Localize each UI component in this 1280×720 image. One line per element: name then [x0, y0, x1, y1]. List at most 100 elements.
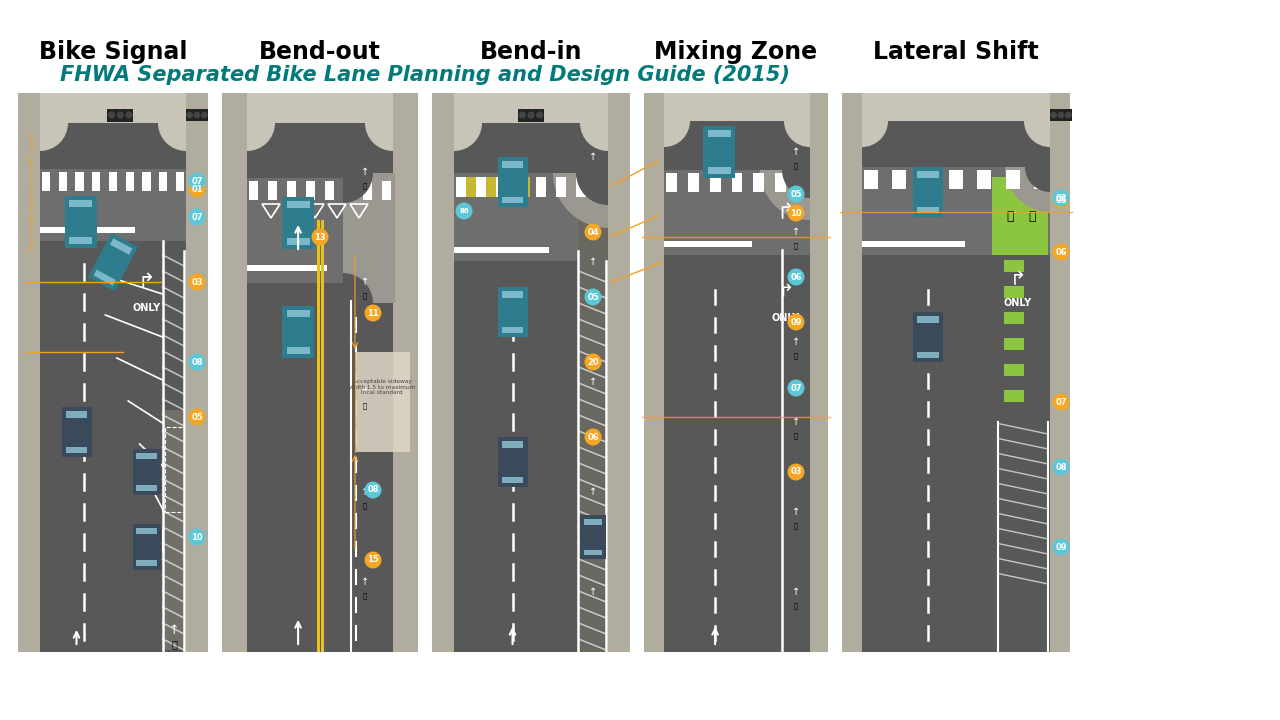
Text: Bend-out: Bend-out [259, 40, 381, 64]
Bar [732, 173, 742, 192]
Bar [1004, 364, 1024, 376]
Text: Bike Signal: Bike Signal [38, 40, 187, 64]
Text: 🚲: 🚲 [1006, 210, 1014, 222]
Circle shape [585, 289, 602, 305]
Bar [175, 172, 184, 191]
Wedge shape [576, 173, 608, 205]
Circle shape [188, 408, 206, 426]
Bar [247, 178, 393, 283]
Bar [1050, 109, 1071, 121]
Wedge shape [553, 173, 608, 228]
Text: ↑: ↑ [589, 152, 596, 162]
Text: Bend-in: Bend-in [480, 40, 582, 64]
Text: 05: 05 [191, 413, 202, 421]
Text: Lateral Shift: Lateral Shift [873, 40, 1039, 64]
Text: 09: 09 [1055, 542, 1066, 552]
Text: ↑: ↑ [169, 624, 179, 636]
Circle shape [1052, 189, 1070, 207]
Bar [497, 177, 506, 197]
Wedge shape [664, 121, 690, 147]
Text: Taper length depends on traffic speed: Taper length depends on traffic speed [29, 132, 35, 252]
Circle shape [456, 202, 472, 220]
Bar [864, 170, 878, 189]
Bar [776, 173, 786, 192]
Bar [664, 93, 810, 652]
Bar [282, 197, 314, 249]
Text: ↑: ↑ [589, 587, 596, 597]
Text: ↑: ↑ [361, 167, 369, 177]
Text: ↑: ↑ [361, 487, 369, 497]
Text: 10: 10 [191, 533, 202, 541]
Text: 07: 07 [191, 212, 202, 222]
Bar [842, 93, 861, 652]
Bar [1004, 286, 1024, 298]
Bar [797, 173, 808, 192]
Bar [892, 170, 906, 189]
Text: ↱: ↱ [778, 283, 794, 301]
Circle shape [108, 112, 115, 119]
Bar [456, 177, 466, 197]
Bar [133, 524, 160, 570]
Bar [992, 177, 1048, 255]
Bar [69, 200, 92, 207]
Circle shape [365, 552, 381, 569]
Wedge shape [343, 273, 372, 303]
Circle shape [188, 209, 206, 225]
Text: ↑: ↑ [792, 507, 800, 517]
Text: 06: 06 [790, 272, 801, 282]
Circle shape [365, 482, 381, 498]
Bar [498, 287, 527, 337]
Wedge shape [1005, 167, 1050, 212]
Bar [325, 181, 334, 200]
Bar [556, 177, 566, 197]
Bar [343, 181, 353, 200]
Bar [65, 196, 97, 248]
Bar [916, 316, 938, 323]
Text: ↑: ↑ [589, 377, 596, 387]
Circle shape [188, 181, 206, 197]
Bar [109, 172, 118, 191]
Circle shape [1065, 112, 1071, 118]
Wedge shape [782, 170, 810, 198]
Bar [1004, 260, 1024, 272]
Bar [476, 177, 486, 197]
Bar [456, 177, 530, 197]
Bar [1004, 338, 1024, 350]
Bar [861, 241, 965, 247]
Bar [125, 172, 134, 191]
Text: ↱: ↱ [1010, 271, 1027, 289]
Text: Acceptable sideway
width 1.5 to maximum
local standard: Acceptable sideway width 1.5 to maximum … [348, 379, 415, 395]
Wedge shape [247, 123, 275, 151]
Bar [65, 411, 87, 418]
Text: 06: 06 [588, 433, 599, 441]
Text: ONLY: ONLY [1004, 298, 1032, 308]
Wedge shape [454, 123, 483, 151]
Bar [137, 485, 156, 491]
Text: 🚲: 🚲 [794, 603, 799, 609]
Bar [40, 227, 134, 233]
Bar [708, 130, 731, 138]
Text: 86: 86 [460, 208, 468, 214]
Text: ↑: ↑ [792, 587, 800, 597]
Wedge shape [40, 123, 68, 151]
Bar [159, 172, 168, 191]
Text: 15: 15 [367, 556, 379, 564]
Text: 🚲: 🚲 [794, 433, 799, 439]
Text: ↑: ↑ [361, 577, 369, 587]
Bar [754, 173, 764, 192]
Circle shape [188, 354, 206, 371]
Text: ↑: ↑ [792, 227, 800, 237]
Bar [93, 270, 115, 286]
Bar [40, 93, 186, 123]
Bar [502, 441, 524, 448]
Text: ↑: ↑ [792, 147, 800, 157]
Circle shape [1052, 459, 1070, 475]
Text: ↑: ↑ [361, 277, 369, 287]
Bar [250, 181, 259, 200]
Text: 07: 07 [790, 384, 801, 392]
Circle shape [787, 313, 805, 330]
Bar [221, 93, 419, 652]
Bar [502, 291, 524, 298]
Bar [88, 233, 138, 291]
Wedge shape [1024, 121, 1050, 147]
